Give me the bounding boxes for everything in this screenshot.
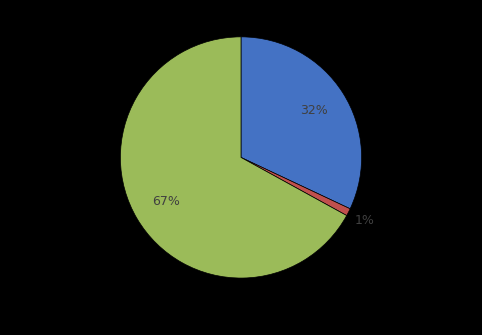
Wedge shape — [241, 157, 350, 215]
Text: 67%: 67% — [152, 195, 180, 208]
Text: 1%: 1% — [355, 214, 375, 227]
Wedge shape — [120, 37, 347, 278]
Text: 32%: 32% — [300, 105, 328, 118]
Wedge shape — [241, 37, 362, 209]
